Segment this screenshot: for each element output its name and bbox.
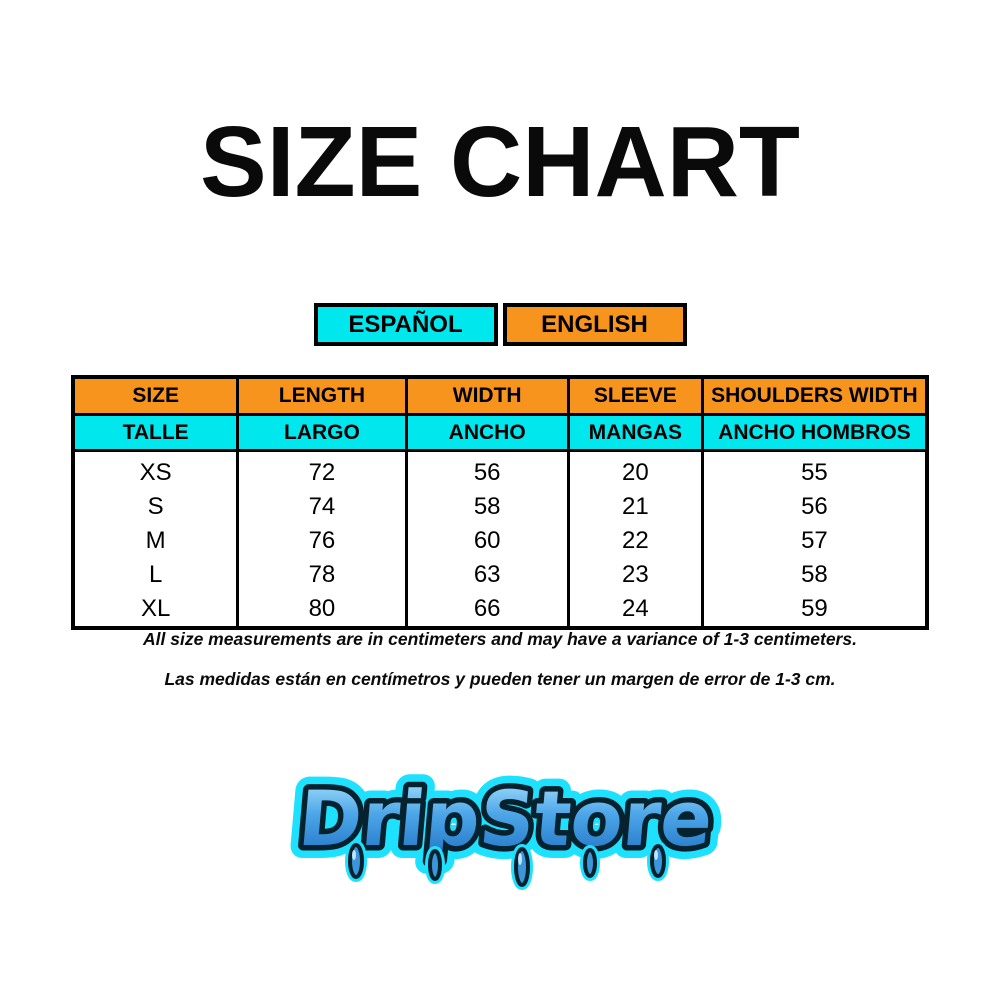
dripstore-logo: DripStore DripStore DripStore (260, 745, 740, 915)
cell-length: 76 (236, 524, 408, 558)
header-length: LENGTH (236, 375, 408, 416)
header-talle: TALLE (71, 413, 240, 452)
cell-sleeve: 21 (566, 490, 704, 524)
header-width: WIDTH (404, 375, 570, 416)
tab-english-label: ENGLISH (541, 310, 648, 338)
cell-shoulders: 56 (700, 490, 929, 524)
cell-sleeve: 23 (566, 558, 704, 592)
cell-shoulders: 57 (700, 524, 929, 558)
cell-size: XS (71, 450, 240, 490)
table-row-s: S 74 58 21 56 (71, 490, 929, 524)
dripstore-logo-graphic: DripStore DripStore DripStore (282, 761, 729, 890)
header-ancho: ANCHO (404, 413, 570, 452)
page-title: SIZE CHART (200, 106, 800, 218)
cell-size: M (71, 524, 240, 558)
cell-width: 56 (404, 450, 570, 490)
cell-size: XL (71, 592, 240, 628)
header-largo: LARGO (236, 413, 408, 452)
table-row-m: M 76 60 22 57 (71, 524, 929, 558)
logo-text: DripStore (295, 774, 716, 863)
tab-espanol-label: ESPAÑOL (348, 310, 463, 338)
size-table: SIZE LENGTH WIDTH SLEEVE SHOULDERS WIDTH… (71, 375, 929, 630)
table-row-xs: XS 72 56 20 55 (71, 450, 929, 490)
table-header-spanish: TALLE LARGO ANCHO MANGAS ANCHO HOMBROS (71, 413, 929, 452)
table-row-xl: XL 80 66 24 59 (71, 592, 929, 628)
language-tabs: ESPAÑOL ENGLISH (0, 303, 1000, 346)
cell-length: 80 (236, 592, 408, 628)
note-spanish: Las medidas están en centímetros y puede… (164, 669, 836, 689)
tab-english[interactable]: ENGLISH (502, 303, 687, 346)
cell-size: S (71, 490, 240, 524)
table-row-l: L 78 63 23 58 (71, 558, 929, 592)
cell-shoulders: 55 (700, 450, 929, 490)
cell-length: 78 (236, 558, 408, 592)
cell-width: 63 (404, 558, 570, 592)
cell-shoulders: 59 (700, 592, 929, 628)
cell-length: 72 (236, 450, 408, 490)
header-sleeve: SLEEVE (566, 375, 704, 416)
cell-width: 60 (404, 524, 570, 558)
tab-espanol[interactable]: ESPAÑOL (313, 303, 498, 346)
header-shoulders-width: SHOULDERS WIDTH (700, 375, 929, 416)
cell-sleeve: 20 (566, 450, 704, 490)
cell-size: L (71, 558, 240, 592)
cell-width: 66 (404, 592, 570, 628)
note-english: All size measurements are in centimeters… (143, 629, 857, 649)
header-mangas: MANGAS (566, 413, 704, 452)
header-ancho-hombros: ANCHO HOMBROS (700, 413, 929, 452)
cell-shoulders: 58 (700, 558, 929, 592)
cell-width: 58 (404, 490, 570, 524)
cell-sleeve: 24 (566, 592, 704, 628)
cell-length: 74 (236, 490, 408, 524)
logo-drips (345, 840, 669, 890)
cell-sleeve: 22 (566, 524, 704, 558)
header-size: SIZE (71, 375, 240, 416)
table-header-english: SIZE LENGTH WIDTH SLEEVE SHOULDERS WIDTH (71, 375, 929, 416)
